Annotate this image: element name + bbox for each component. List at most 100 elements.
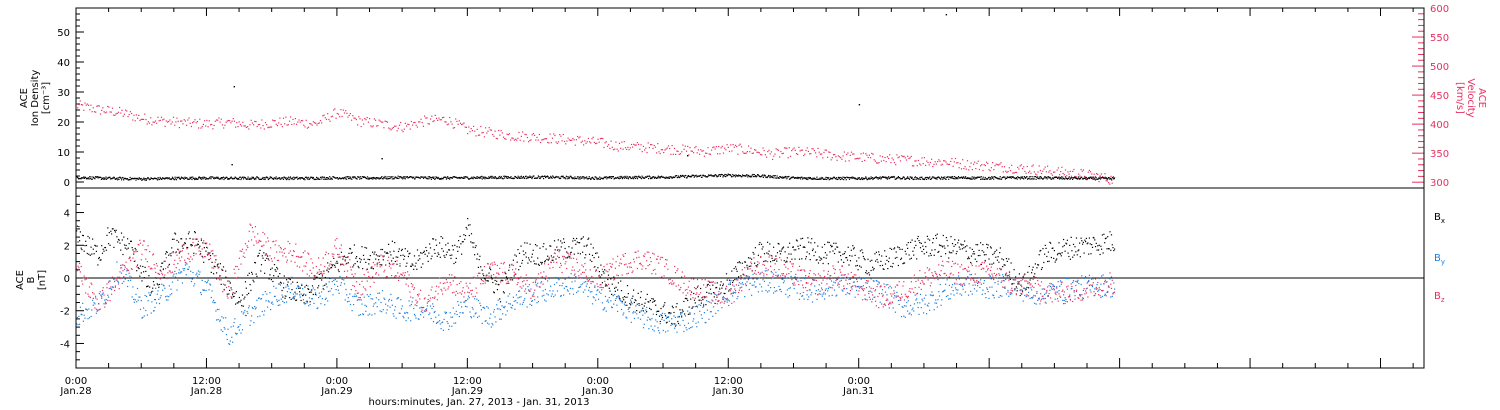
density-series-point — [1006, 177, 1008, 179]
bx-series-point — [758, 243, 760, 246]
by-series-point — [298, 286, 300, 288]
density-series-point — [1096, 178, 1098, 180]
by-series-point — [281, 294, 283, 296]
bx-series-point — [144, 266, 146, 268]
by-series-point — [399, 312, 401, 314]
density-series-point — [989, 178, 991, 180]
velocity-series-point — [646, 151, 648, 154]
density-series-point — [629, 176, 631, 178]
by-series-point — [375, 297, 377, 299]
density-series-point — [771, 176, 773, 178]
by-series-point — [848, 292, 850, 295]
velocity-series-point — [752, 152, 754, 154]
bx-series-point — [271, 267, 273, 269]
by-series-point — [696, 326, 698, 328]
density-series-point — [1027, 177, 1029, 179]
bx-series-point — [919, 247, 922, 249]
density-series-point — [482, 176, 484, 178]
density-series-point — [624, 175, 626, 177]
density-series-point — [469, 178, 471, 180]
velocity-series-point — [447, 123, 450, 125]
by-series-point — [413, 313, 416, 315]
by-series-point — [247, 312, 249, 314]
density-series-point — [449, 176, 451, 179]
density-series-point — [211, 176, 213, 178]
by-series-point — [811, 301, 814, 303]
velocity-series-point — [755, 149, 757, 151]
density-series-point — [891, 176, 893, 178]
density-series-point — [274, 177, 276, 179]
bx-series-point — [878, 251, 880, 253]
density-series-point — [986, 178, 988, 180]
velocity-series-point — [658, 151, 660, 153]
density-series-point — [658, 177, 660, 179]
bx-series-point — [479, 255, 481, 257]
velocity-series-point — [453, 127, 456, 129]
by-series-point — [178, 272, 180, 274]
bx-series-point — [693, 299, 696, 301]
velocity-series-point — [92, 107, 94, 109]
by-series-point — [488, 323, 490, 325]
by-series-point — [353, 304, 355, 306]
bx-series-point — [439, 256, 441, 258]
by-series-point — [345, 288, 347, 291]
by-series-point — [823, 292, 825, 294]
density-series-point — [138, 177, 140, 179]
by-series-point — [542, 290, 544, 292]
density-series-point — [310, 176, 312, 179]
bx-series-point — [255, 273, 257, 275]
velocity-series-point — [330, 116, 332, 118]
density-series-point — [220, 177, 222, 179]
density-series-point — [704, 175, 706, 177]
velocity-series-point — [111, 107, 114, 109]
density-series — [76, 173, 1115, 181]
by-series-point — [822, 293, 824, 295]
bx-series-point — [769, 243, 771, 245]
density-series-point — [683, 175, 685, 177]
bx-series-point — [143, 277, 145, 279]
velocity-series-point — [1066, 175, 1068, 177]
bx-series-point — [1085, 237, 1087, 239]
density-series-point — [1059, 177, 1061, 179]
bx-series-point — [747, 257, 750, 259]
density-series-point — [921, 176, 923, 178]
density-series-point — [525, 175, 527, 177]
by-series-point — [342, 277, 344, 279]
by-series-point — [691, 326, 693, 328]
bx-series-point — [614, 290, 616, 292]
bx-series-point — [297, 285, 299, 287]
density-series-point — [1030, 176, 1032, 178]
bx-series-point — [431, 255, 433, 257]
density-series-point — [85, 176, 87, 179]
velocity-series-point — [731, 150, 733, 152]
velocity-series-point — [427, 123, 429, 125]
velocity-series-point — [91, 111, 93, 113]
density-series-point — [173, 179, 175, 181]
velocity-series-point — [1082, 169, 1085, 171]
bx-series-point — [751, 258, 753, 260]
bx-series-point — [513, 275, 515, 277]
by-series-point — [92, 304, 94, 306]
by-series-point — [850, 286, 852, 288]
by-series-point — [390, 293, 392, 295]
by-series-point — [312, 287, 314, 289]
by-series-point — [205, 289, 207, 292]
velocity-series-point — [550, 142, 552, 144]
density-series-point — [221, 178, 223, 180]
by-series-point — [736, 298, 738, 300]
by-series-point — [800, 280, 802, 282]
by-series-point — [563, 287, 565, 289]
density-series-point — [368, 178, 371, 180]
velocity-series-point — [233, 120, 235, 122]
bx-series-point — [469, 224, 471, 226]
density-series-point — [171, 176, 174, 178]
bx-series-point — [662, 306, 664, 308]
velocity-series-point — [126, 110, 128, 112]
by-series-point — [509, 303, 511, 305]
density-series-point — [1109, 178, 1111, 180]
bx-series-point — [629, 303, 631, 305]
velocity-series-point — [978, 168, 980, 171]
bx-series-point — [1114, 248, 1116, 250]
bx-series-point — [1009, 278, 1011, 280]
density-series-point — [280, 178, 282, 180]
